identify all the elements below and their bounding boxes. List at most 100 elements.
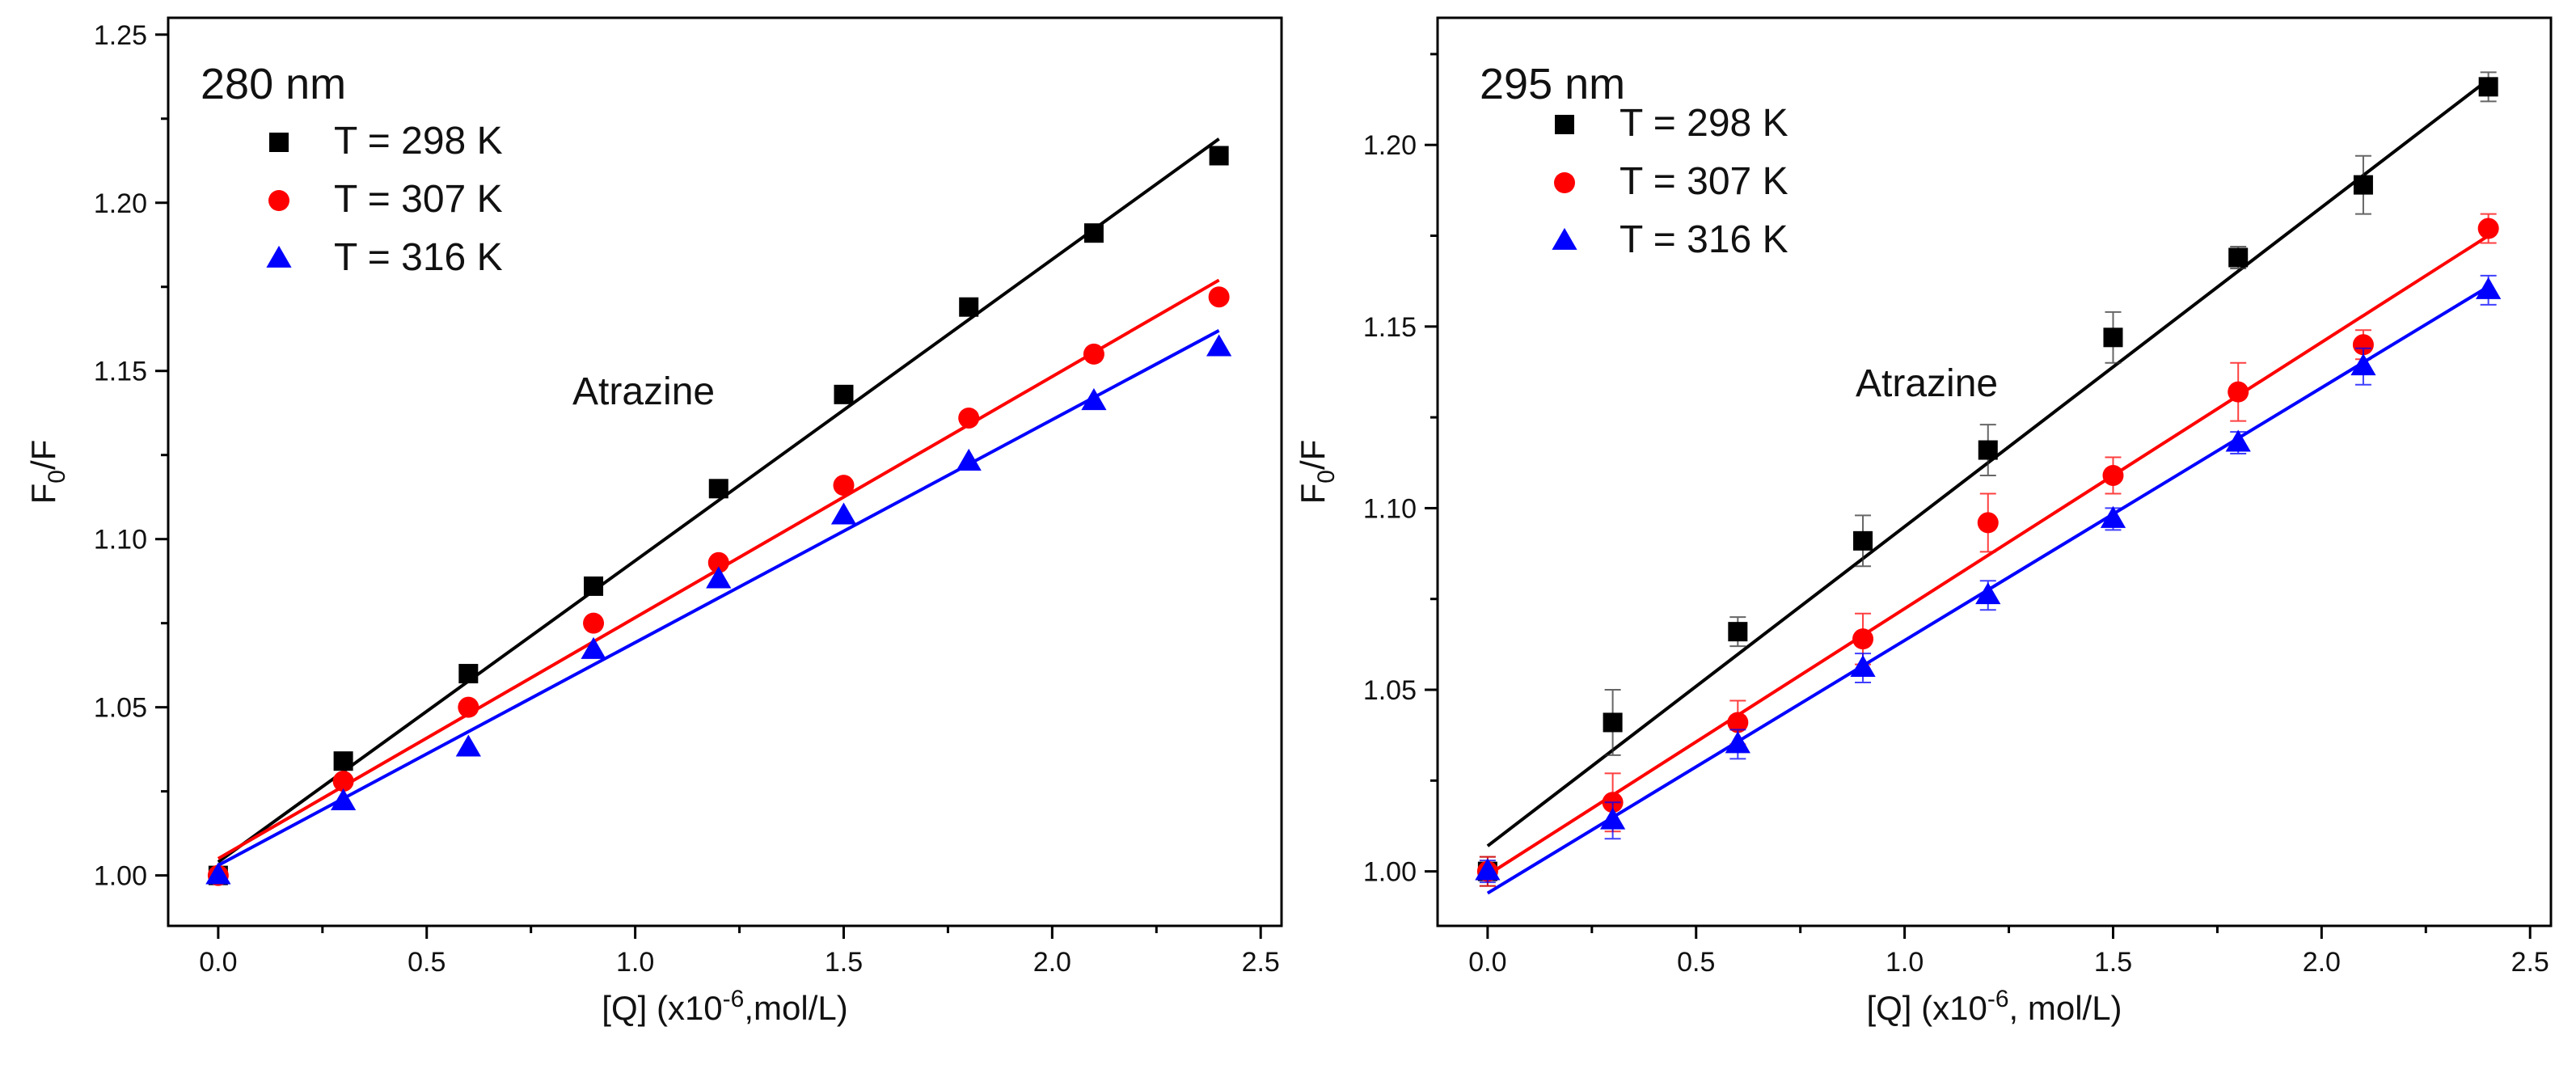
y-tick-label: 1.10: [1363, 493, 1417, 524]
legend-entry-1: T = 298 K: [1555, 102, 1788, 145]
legend-marker: [266, 245, 292, 268]
y-tick-label: 1.20: [1363, 130, 1417, 161]
data-point: [458, 696, 479, 718]
y-axis-label: F0/F: [24, 440, 70, 505]
legend-label: T = 307 K: [1620, 160, 1788, 203]
data-point: [2228, 381, 2249, 403]
data-point: [2350, 353, 2376, 376]
data-point: [2478, 77, 2498, 97]
data-point: [1600, 807, 1626, 830]
y-tick-label: 1.15: [1363, 312, 1417, 343]
legend-label: T = 307 K: [334, 178, 503, 221]
data-point: [1208, 286, 1230, 308]
data-point: [2352, 334, 2374, 356]
legend-label: T = 298 K: [1620, 102, 1788, 145]
plot-frame: [1436, 16, 2553, 927]
x-tick-label: 2.5: [1242, 947, 1280, 978]
legend-label: T = 316 K: [334, 236, 503, 279]
data-point: [333, 751, 353, 771]
series-2: [1476, 213, 2499, 887]
data-point: [958, 407, 980, 429]
legend-marker: [268, 190, 289, 211]
y-tick-label: 1.00: [1363, 857, 1417, 888]
x-axis-label: [Q] (x10-6, mol/L): [1866, 986, 2122, 1027]
data-point: [2476, 277, 2502, 299]
data-point: [959, 297, 979, 317]
x-tick-label: 1.5: [825, 947, 863, 978]
data-point: [833, 475, 855, 496]
chart-1: 0.0 0.5 1.0 1.5 2.0 2.5 1.00 1.05 1.10 1.15 1.20 1.…: [24, 16, 1283, 1027]
x-tick-label: 0.0: [1468, 947, 1506, 978]
data-point: [1850, 654, 1876, 677]
fit-line: [217, 329, 1220, 867]
data-point: [1081, 388, 1107, 411]
data-point: [956, 448, 982, 471]
legend-marker: [1554, 172, 1575, 193]
data-point: [707, 551, 729, 573]
data-point: [706, 566, 732, 589]
x-tick-label: 0.0: [199, 947, 237, 978]
legend-entry-3: T = 316 K: [266, 236, 503, 279]
fit-line: [217, 137, 1220, 864]
x-tick-label: 1.0: [1886, 947, 1924, 978]
x-tick-label: 0.5: [1677, 947, 1715, 978]
y-tick-label: 1.00: [94, 861, 147, 892]
data-point: [1725, 731, 1750, 754]
data-point: [331, 788, 357, 811]
data-point: [2477, 218, 2499, 239]
x-tick-label: 2.5: [2511, 947, 2549, 978]
data-point: [1083, 343, 1104, 365]
legend-entry-2: T = 307 K: [1554, 160, 1788, 203]
legend-entry-1: T = 298 K: [269, 120, 503, 163]
data-point: [1728, 622, 1748, 642]
legend-marker: [1552, 227, 1577, 250]
chart-title: 280 nm: [201, 60, 346, 108]
x-tick-label: 1.5: [2094, 947, 2132, 978]
legend-marker: [1555, 115, 1574, 134]
data-point: [1083, 223, 1104, 243]
y-tick-label: 1.05: [1363, 675, 1417, 706]
series-1: [1477, 71, 2498, 887]
series-3: [205, 329, 1232, 885]
data-point: [205, 862, 231, 885]
data-point: [1475, 858, 1501, 881]
data-point: [1853, 530, 1873, 551]
data-point: [1603, 712, 1623, 733]
data-point: [2225, 429, 2251, 452]
x-tick-label: 2.0: [2303, 947, 2341, 978]
legend-label: T = 298 K: [334, 120, 503, 163]
chart-2: 0.0 0.5 1.0 1.5 2.0 2.5 1.00 1.05 1.10 1.15 1.20 [Q…: [1294, 16, 2553, 1027]
data-point: [455, 734, 481, 757]
x-axis-label: [Q] (x10-6,mol/L): [602, 986, 847, 1027]
legend-entry-2: T = 307 K: [268, 178, 503, 221]
legend-entry-3: T = 316 K: [1552, 218, 1788, 261]
y-tick-label: 1.15: [94, 357, 147, 387]
data-point: [1209, 146, 1229, 166]
data-point: [2102, 464, 2124, 486]
fit-line: [1486, 234, 2489, 877]
legend-marker: [269, 133, 289, 152]
x-tick-label: 1.0: [616, 947, 654, 978]
data-point: [583, 612, 605, 634]
data-point: [1727, 712, 1749, 733]
x-tick-label: 2.0: [1033, 947, 1071, 978]
data-point: [584, 576, 604, 596]
series-3: [1475, 274, 2502, 895]
data-point: [458, 664, 479, 684]
data-point: [1977, 512, 1999, 534]
data-point: [1978, 440, 1998, 460]
data-point: [2100, 505, 2126, 528]
data-point: [581, 636, 606, 659]
chart-title: 295 nm: [1480, 60, 1625, 108]
data-point: [2353, 175, 2373, 195]
data-point: [1975, 582, 2001, 605]
y-axis-label: F0/F: [1294, 440, 1340, 505]
x-tick-label: 0.5: [408, 947, 446, 978]
data-point: [708, 479, 728, 499]
plot-frame: [167, 16, 1283, 927]
data-point: [2103, 327, 2123, 348]
annotation-atrazine: Atrazine: [1856, 362, 1998, 405]
y-tick-label: 1.25: [94, 20, 147, 51]
y-tick-label: 1.20: [94, 188, 147, 219]
